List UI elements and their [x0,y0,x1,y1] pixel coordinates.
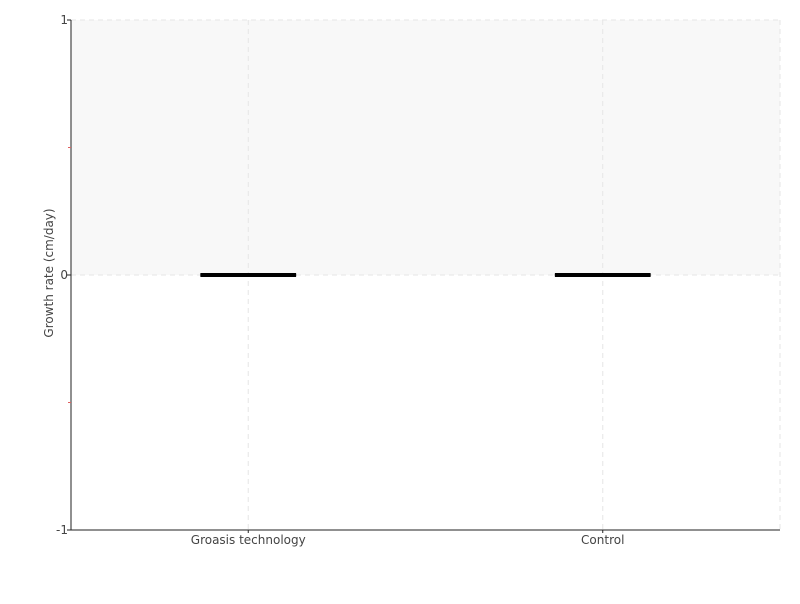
shaded-band [71,20,780,275]
y-tick-label: -1 [56,523,68,537]
x-tick-label: Groasis technology [191,533,306,547]
plot-area: 1 0 -1 Groasis technology Control [56,13,781,547]
y-tick-label: 1 [60,13,68,27]
y-axis-label: Growth rate (cm/day) [42,208,56,337]
y-tick-label: 0 [60,268,68,282]
x-tick-label: Control [581,533,624,547]
